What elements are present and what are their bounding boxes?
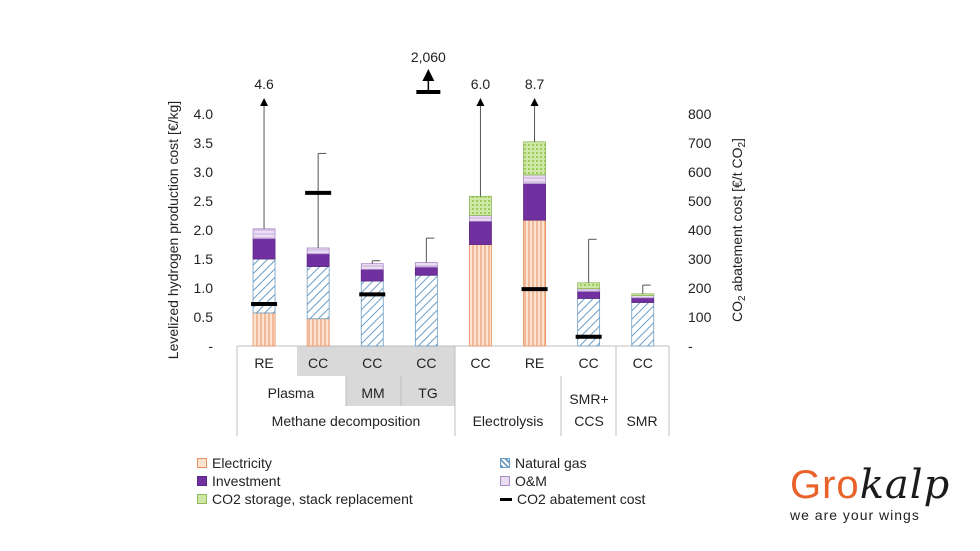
y-tick-left-1: 0.5 <box>194 309 214 325</box>
bar-3-series-1 <box>414 274 438 347</box>
y-tick-right-5: 500 <box>688 193 712 209</box>
y-tick-left-5: 2.5 <box>194 193 214 209</box>
y-tick-right-4: 400 <box>688 222 712 238</box>
bar-6-series-3 <box>577 288 601 292</box>
legend-swatch-abatement <box>500 497 512 501</box>
legend-label-co2-storage: CO2 storage, stack replacement <box>212 491 413 507</box>
bar-2-series-3 <box>360 263 384 270</box>
group-label-smr-ccs-1: SMR+ <box>569 391 608 407</box>
bar-1-series-3 <box>306 247 330 255</box>
bar-5-series-4 <box>523 141 546 176</box>
group-label-smr: SMR <box>626 413 657 429</box>
legend-label-investment: Investment <box>212 473 281 489</box>
group-label-methane: Methane decomposition <box>272 413 421 429</box>
bar-1-series-1 <box>306 266 330 320</box>
legend-investment: Investment <box>197 473 280 489</box>
legend-om: O&M <box>500 473 547 489</box>
bars <box>252 141 655 347</box>
bar-5-series-3 <box>523 174 546 184</box>
y-axis-left-title: Levelized hydrogen production cost [€/kg… <box>165 101 181 359</box>
overflow-label-3: 2,060 <box>411 49 446 65</box>
bar-6-series-1 <box>577 298 601 347</box>
logo-part-2: kalp <box>859 462 951 508</box>
bar-6-series-4 <box>577 282 601 289</box>
cat-bg-1 <box>297 346 455 376</box>
legend-swatch-natural-gas <box>500 458 510 468</box>
legend-label-abatement: CO2 abatement cost <box>517 491 646 507</box>
ticks: - 0.5 1.0 1.5 2.0 2.5 3.0 3.5 4.0 - 100 200 300 400 50… <box>194 106 712 354</box>
group-label-smr-ccs-2: CCS <box>574 413 604 429</box>
legend-swatch-electricity <box>197 458 207 468</box>
legend-abatement: CO2 abatement cost <box>500 491 645 507</box>
bar-5-series-0 <box>523 219 546 347</box>
bar-5-series-2 <box>523 183 546 221</box>
overflow-label-0: 4.6 <box>254 76 274 92</box>
legend-electricity: Electricity <box>197 455 272 471</box>
logo-tagline: we are your wings <box>790 507 920 523</box>
category-label-6: CC <box>579 355 599 371</box>
legend-co2-storage: CO2 storage, stack replacement <box>197 491 413 507</box>
legend-swatch-om <box>500 476 510 486</box>
category-labels: RE CC CC CC CC RE CC CC <box>254 355 653 371</box>
bar-3-series-2 <box>414 266 438 276</box>
y-tick-left-4: 2.0 <box>194 222 214 238</box>
y-tick-left-8: 4.0 <box>194 106 214 122</box>
bar-1-series-0 <box>306 318 330 347</box>
y-tick-right-2: 200 <box>688 280 712 296</box>
bar-7-series-4 <box>631 293 655 296</box>
error-bars: 4.6 6.0 8.7 <box>254 76 651 294</box>
category-label-0: RE <box>254 355 273 371</box>
bar-6-series-2 <box>577 291 601 299</box>
y-tick-left-2: 1.0 <box>194 280 214 296</box>
y-tick-right-0: - <box>688 338 693 354</box>
category-label-5: RE <box>525 355 544 371</box>
logo-wordmark: Grokalp <box>790 465 970 505</box>
abatement-markers: 2,060 <box>251 49 602 339</box>
y-tick-right-6: 600 <box>688 164 712 180</box>
bar-0-series-2 <box>252 238 276 260</box>
logo-part-1: Gro <box>790 463 860 507</box>
y-axis-right-title: CO2 abatement cost [€/t CO2] <box>729 138 748 322</box>
category-label-4: CC <box>470 355 490 371</box>
category-label-1: CC <box>308 355 328 371</box>
group-label-tg: TG <box>418 385 437 401</box>
bar-2-series-2 <box>360 269 384 282</box>
category-table-lines <box>236 346 670 436</box>
overflow-label-5: 8.7 <box>525 76 545 92</box>
legend-label-om: O&M <box>515 473 547 489</box>
y-tick-left-6: 3.0 <box>194 164 214 180</box>
bar-7-series-2 <box>631 297 655 303</box>
bar-3-series-3 <box>414 262 438 268</box>
category-label-2: CC <box>362 355 382 371</box>
y-tick-right-7: 700 <box>688 135 712 151</box>
y-tick-right-1: 100 <box>688 309 712 325</box>
bar-4-series-4 <box>469 195 492 216</box>
y-tick-left-7: 3.5 <box>194 135 214 151</box>
legend-natural-gas: Natural gas <box>500 455 587 471</box>
category-label-3: CC <box>416 355 436 371</box>
grokalp-logo: Grokalp we are your wings <box>790 465 970 530</box>
legend-label-electricity: Electricity <box>212 455 272 471</box>
legend-swatch-co2-storage <box>197 494 207 504</box>
group-label-plasma: Plasma <box>268 385 315 401</box>
legend-label-natural-gas: Natural gas <box>515 455 587 471</box>
overflow-label-4: 6.0 <box>471 76 491 92</box>
legend-swatch-investment <box>197 476 207 486</box>
bar-2-series-1 <box>360 280 384 347</box>
category-label-7: CC <box>633 355 653 371</box>
bar-4-series-2 <box>469 220 492 245</box>
group-label-electrolysis: Electrolysis <box>473 413 544 429</box>
y-tick-right-8: 800 <box>688 106 712 122</box>
y-tick-right-3: 300 <box>688 251 712 267</box>
bar-0-series-3 <box>252 228 276 240</box>
bar-0-series-0 <box>252 312 276 347</box>
bar-1-series-2 <box>306 253 330 267</box>
bar-7-series-1 <box>631 302 655 347</box>
bar-4-series-3 <box>469 215 492 222</box>
bar-4-series-0 <box>469 244 492 347</box>
y-tick-left-0: - <box>208 338 213 354</box>
y-tick-left-3: 1.5 <box>194 251 214 267</box>
group-label-mm: MM <box>361 385 384 401</box>
